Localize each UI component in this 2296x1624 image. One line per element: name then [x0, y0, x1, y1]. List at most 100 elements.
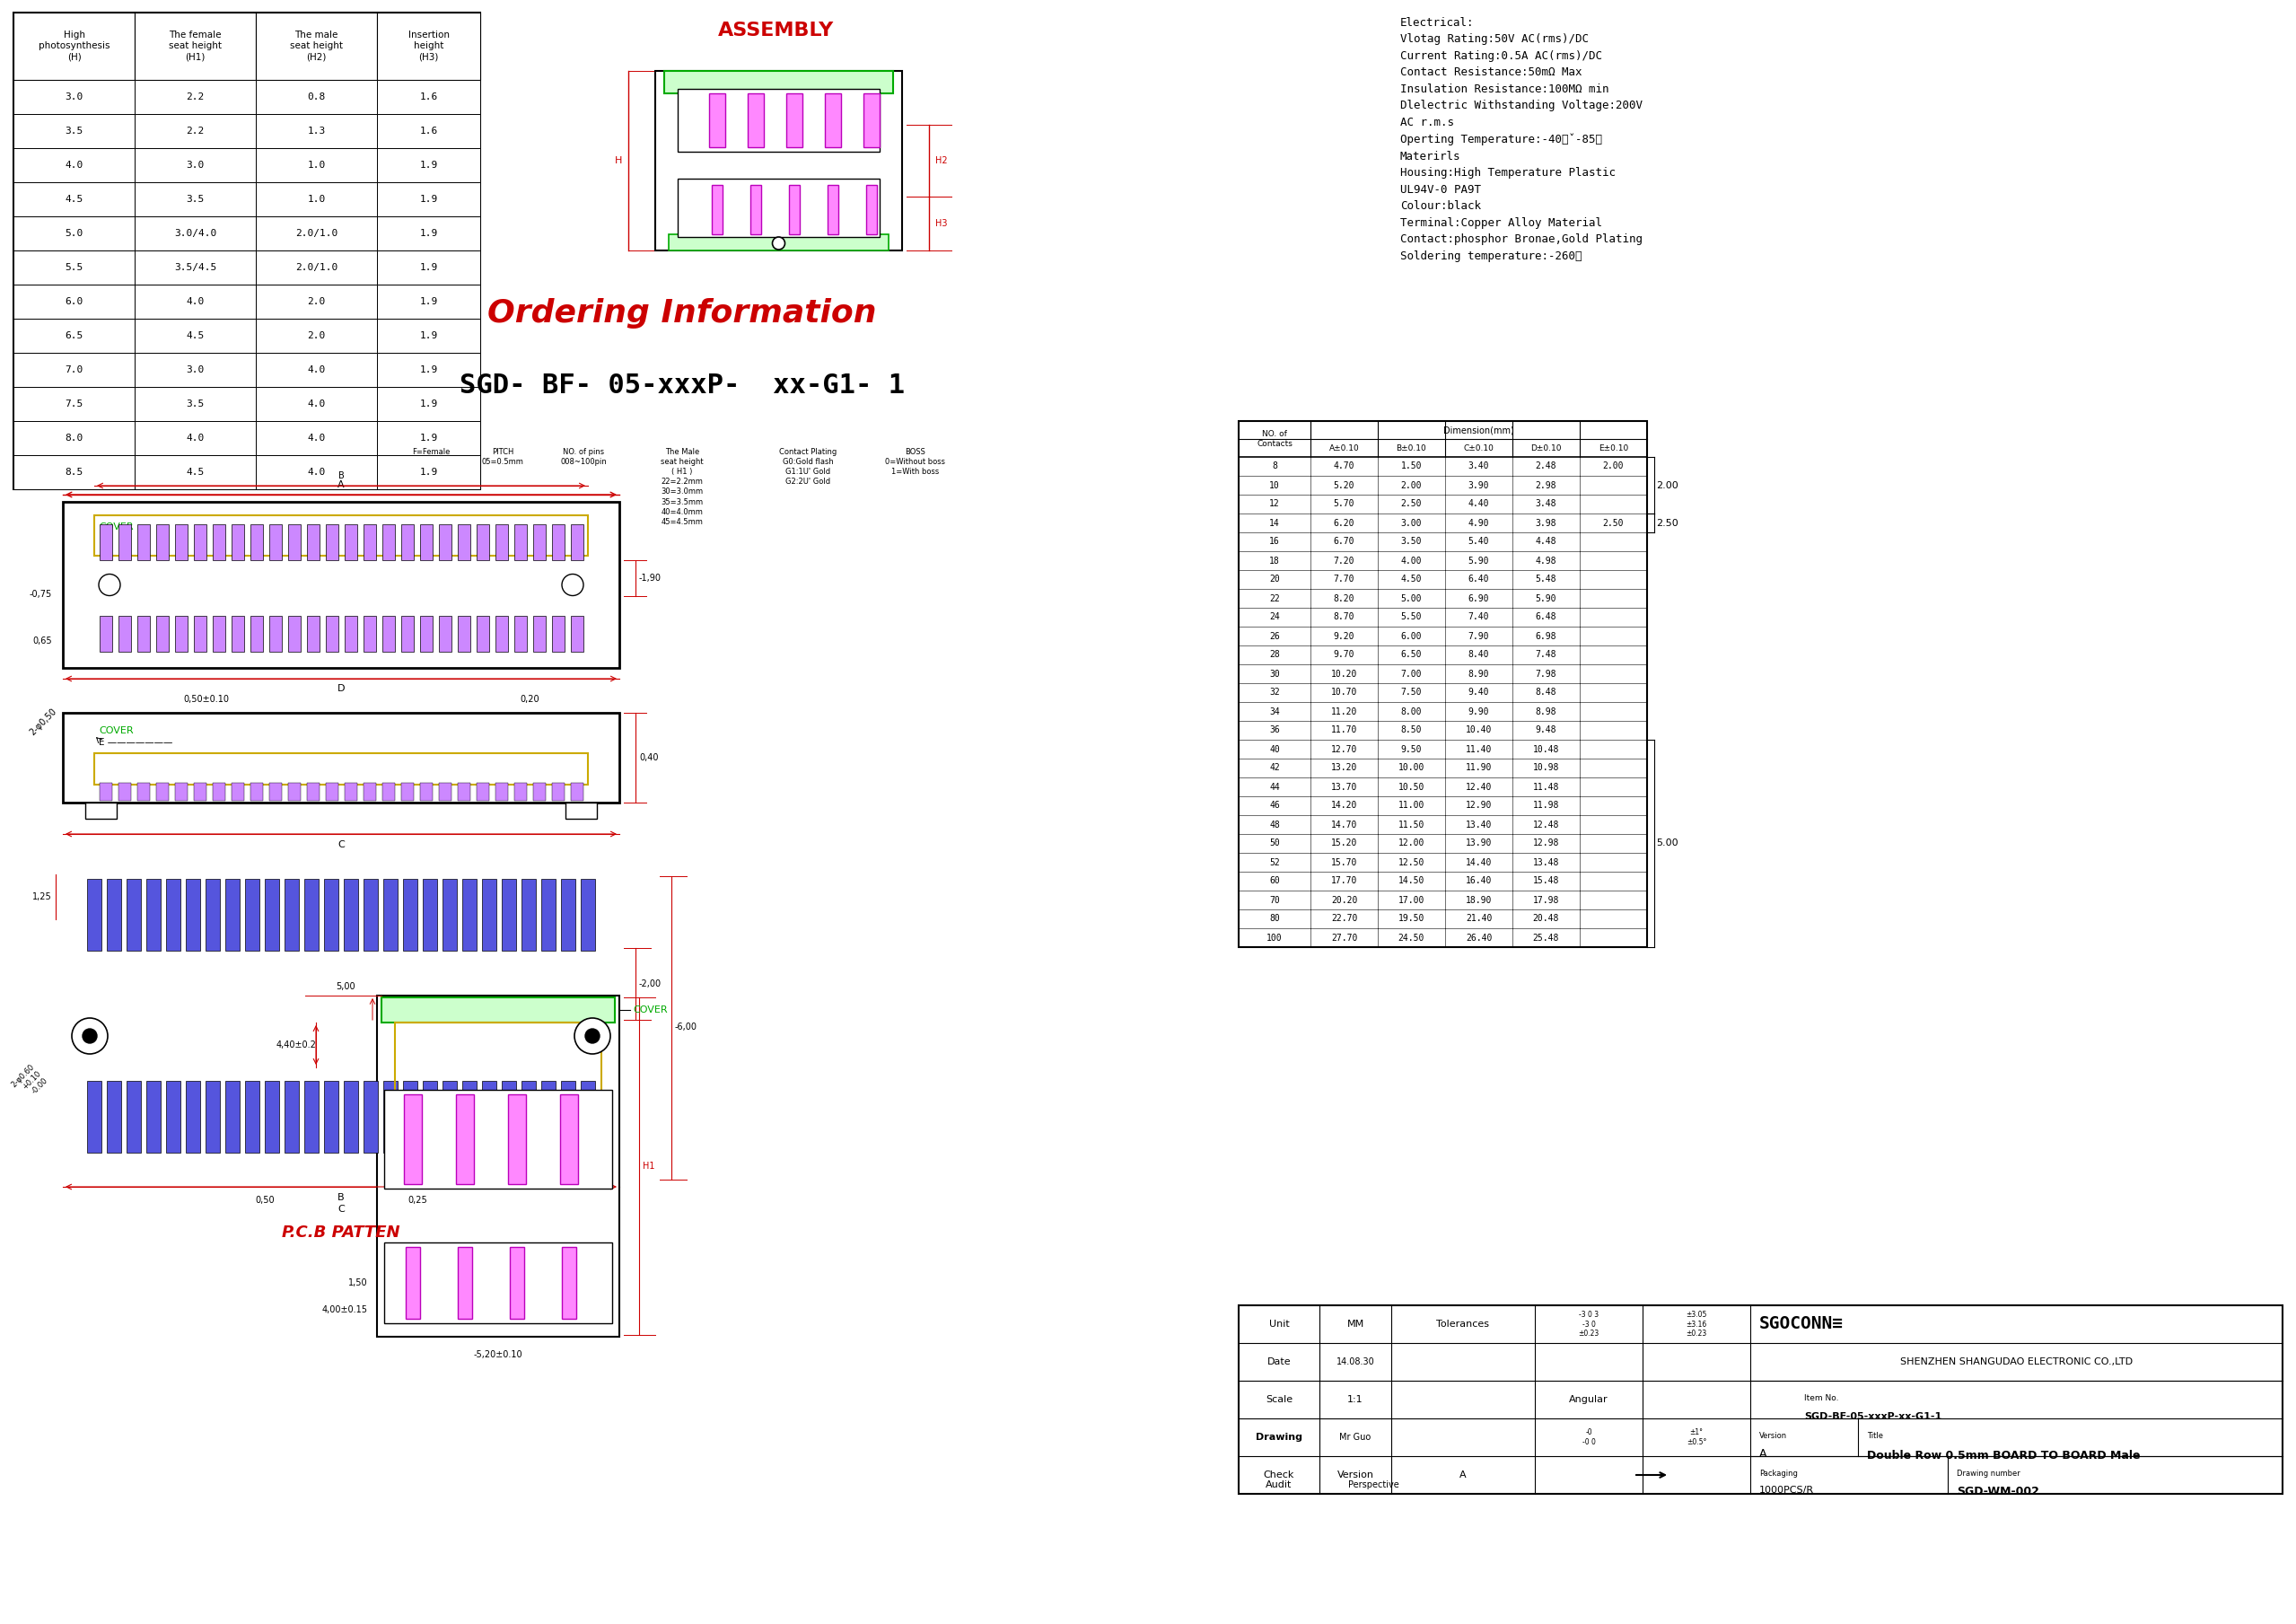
Text: 27.70: 27.70 — [1332, 934, 1357, 942]
Text: 9.70: 9.70 — [1334, 650, 1355, 659]
Bar — [14, 114, 135, 148]
Text: 42: 42 — [1270, 763, 1279, 773]
Bar — [560, 879, 576, 950]
Bar — [381, 525, 395, 560]
Text: 0,40: 0,40 — [638, 754, 659, 762]
Bar — [542, 879, 556, 950]
Text: Scale: Scale — [1265, 1395, 1293, 1405]
Text: 7.20: 7.20 — [1334, 555, 1355, 565]
Bar — [395, 1023, 602, 1099]
Bar — [344, 1082, 358, 1153]
Bar — [565, 802, 597, 818]
Bar — [324, 1082, 338, 1153]
Text: 14.40: 14.40 — [1465, 857, 1492, 867]
Text: 8.48: 8.48 — [1536, 689, 1557, 697]
Bar — [383, 1242, 613, 1324]
Text: 5.50: 5.50 — [1401, 612, 1421, 622]
Bar — [138, 615, 149, 651]
Text: A±0.10: A±0.10 — [1329, 443, 1359, 451]
Bar — [654, 71, 902, 250]
Bar — [232, 783, 243, 801]
Text: 0,50±0.10: 0,50±0.10 — [184, 695, 230, 703]
Text: 25.48: 25.48 — [1534, 934, 1559, 942]
Text: 1.9: 1.9 — [420, 297, 439, 307]
Text: 12.50: 12.50 — [1398, 857, 1424, 867]
Bar — [457, 783, 471, 801]
Text: 2.98: 2.98 — [1536, 481, 1557, 490]
Bar — [503, 879, 517, 950]
Text: 5.00: 5.00 — [1655, 840, 1678, 848]
Text: 9.50: 9.50 — [1401, 745, 1421, 754]
Bar — [287, 783, 301, 801]
Bar — [147, 879, 161, 950]
Bar — [269, 615, 282, 651]
Bar — [305, 1082, 319, 1153]
Bar — [377, 250, 480, 284]
Text: 2.50: 2.50 — [1655, 518, 1678, 528]
Text: 8.50: 8.50 — [1401, 726, 1421, 734]
Bar — [255, 387, 377, 421]
Bar — [135, 216, 255, 250]
Bar — [563, 1247, 576, 1319]
Text: 0.8: 0.8 — [308, 93, 326, 101]
Bar — [193, 525, 207, 560]
Text: 2.00: 2.00 — [1401, 481, 1421, 490]
Bar — [255, 80, 377, 114]
Text: 18: 18 — [1270, 555, 1279, 565]
Text: 8.90: 8.90 — [1467, 669, 1490, 679]
Bar — [287, 615, 301, 651]
Text: 6.0: 6.0 — [64, 297, 83, 307]
Text: BOSS
0=Without boss
1=With boss: BOSS 0=Without boss 1=With boss — [886, 448, 946, 476]
Text: 1.9: 1.9 — [420, 468, 439, 477]
Text: 70: 70 — [1270, 895, 1279, 905]
Text: 8.40: 8.40 — [1467, 650, 1490, 659]
Bar — [135, 455, 255, 489]
Bar — [156, 615, 168, 651]
Bar — [14, 352, 135, 387]
Bar — [383, 879, 397, 950]
Text: 3.48: 3.48 — [1536, 500, 1557, 508]
Bar — [108, 1082, 122, 1153]
Text: 4.90: 4.90 — [1467, 518, 1490, 528]
Bar — [404, 879, 418, 950]
Text: 7.90: 7.90 — [1467, 632, 1490, 640]
Text: 4.5: 4.5 — [64, 195, 83, 203]
Bar — [246, 1082, 259, 1153]
Text: Insertion
height
(H3): Insertion height (H3) — [409, 31, 450, 62]
Bar — [461, 879, 478, 950]
Bar — [14, 284, 135, 318]
Bar — [99, 525, 113, 560]
Bar — [521, 1082, 535, 1153]
Text: 1:1: 1:1 — [1348, 1395, 1364, 1405]
Text: 1.0: 1.0 — [308, 195, 326, 203]
Text: 1.50: 1.50 — [1401, 461, 1421, 471]
Text: 8.0: 8.0 — [64, 434, 83, 443]
Text: 20: 20 — [1270, 575, 1279, 585]
Bar — [712, 185, 723, 234]
Text: 5.90: 5.90 — [1467, 555, 1490, 565]
Text: PITCH
05=0.5mm: PITCH 05=0.5mm — [482, 448, 523, 466]
Text: 52: 52 — [1270, 857, 1279, 867]
Text: 2.0: 2.0 — [308, 297, 326, 307]
Text: 13.70: 13.70 — [1332, 783, 1357, 791]
Bar — [99, 783, 113, 801]
Bar — [14, 216, 135, 250]
Bar — [404, 1082, 418, 1153]
Text: Packaging: Packaging — [1759, 1470, 1798, 1478]
Text: 4.98: 4.98 — [1536, 555, 1557, 565]
Bar — [211, 525, 225, 560]
Text: 6.50: 6.50 — [1401, 650, 1421, 659]
Bar — [255, 421, 377, 455]
Text: 1,25: 1,25 — [32, 892, 53, 901]
Text: 3.0: 3.0 — [64, 93, 83, 101]
Text: 2.0/1.0: 2.0/1.0 — [296, 229, 338, 237]
Bar — [255, 182, 377, 216]
Bar — [377, 114, 480, 148]
Text: 14.50: 14.50 — [1398, 877, 1424, 885]
Bar — [420, 525, 432, 560]
Text: 16: 16 — [1270, 538, 1279, 546]
Text: High
photosynthesis
(H): High photosynthesis (H) — [39, 31, 110, 62]
Text: 3.00: 3.00 — [1401, 518, 1421, 528]
Text: 14: 14 — [1270, 518, 1279, 528]
Text: COVER: COVER — [99, 726, 133, 736]
